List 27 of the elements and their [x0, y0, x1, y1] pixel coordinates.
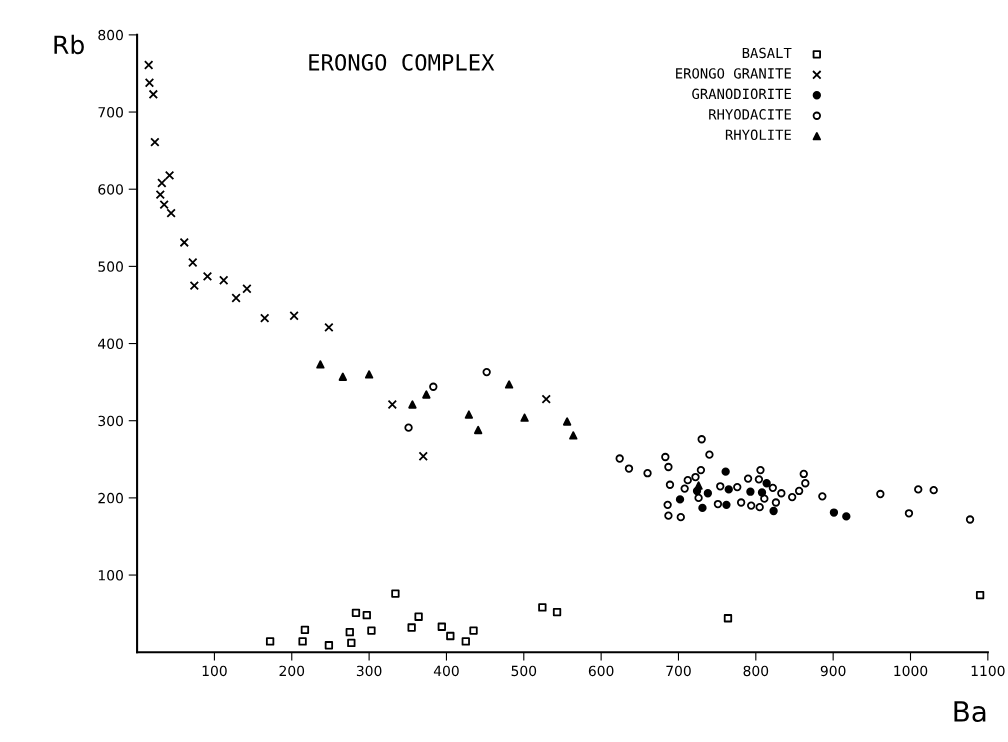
y-axis-title: Rb — [54, 34, 84, 55]
y-tick-label: 800 — [98, 29, 123, 41]
y-tick-label: 700 — [98, 107, 123, 118]
x-tick-label: 100 — [202, 665, 227, 677]
x-tick-label: 800 — [743, 665, 769, 677]
x-tick-label: 600 — [588, 665, 614, 677]
y-tick-label: 500 — [98, 261, 123, 272]
x-tick-label: 900 — [820, 665, 846, 677]
legend-label: ERONGO GRANITE — [676, 68, 791, 79]
legend-label: BASALT — [742, 47, 792, 59]
x-tick-label: 300 — [356, 665, 382, 677]
y-tick-label: 400 — [98, 338, 123, 350]
y-tick-label: 600 — [98, 184, 123, 195]
x-tick-label: 500 — [511, 665, 537, 677]
x-tick-label: 1000 — [894, 665, 928, 677]
x-tick-label: 200 — [279, 665, 305, 677]
x-tick-label: 400 — [433, 665, 459, 677]
y-tick-label: 300 — [98, 415, 123, 427]
x-tick-label: 700 — [666, 665, 691, 677]
x-tick-label: 1100 — [971, 665, 1005, 677]
y-tick-label: 100 — [98, 570, 123, 581]
legend-label: RHYODACITE — [709, 109, 791, 120]
x-axis-title: Ba — [954, 701, 986, 723]
legend-label: RHYOLITE — [725, 129, 791, 141]
text: ERONGO COMPLEX — [309, 53, 495, 71]
y-tick-label: 200 — [98, 492, 123, 504]
legend-label: GRANODIORITE — [692, 88, 791, 100]
